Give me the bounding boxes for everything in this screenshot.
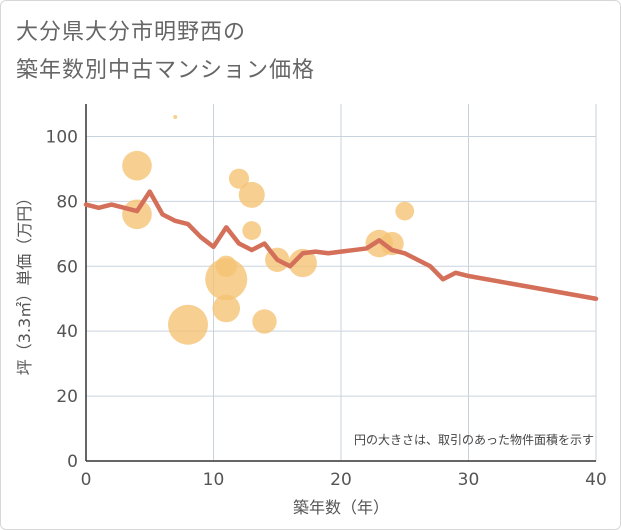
chart-title-line2: 築年数別中古マンション価格 bbox=[16, 58, 316, 83]
y-tick-label: 20 bbox=[56, 387, 78, 407]
data-bubble bbox=[167, 304, 209, 345]
x-axis-label: 築年数（年） bbox=[293, 498, 389, 517]
data-bubble bbox=[238, 181, 265, 208]
trend-line bbox=[83, 189, 599, 301]
data-bubble bbox=[395, 201, 415, 221]
data-bubble bbox=[173, 114, 178, 119]
x-tick-label: 20 bbox=[330, 470, 352, 490]
data-bubble bbox=[252, 309, 277, 334]
x-tick-label: 30 bbox=[458, 470, 480, 490]
y-axis-label: 坪（3.3㎡）単価（万円） bbox=[15, 190, 34, 375]
chart-note: 円の大きさは、取引のあった物件面積を示す bbox=[354, 432, 594, 447]
data-bubble bbox=[288, 248, 317, 278]
y-tick-label: 80 bbox=[56, 192, 78, 212]
x-tick-label: 40 bbox=[585, 470, 607, 490]
data-bubble bbox=[242, 221, 262, 240]
data-bubble bbox=[205, 258, 248, 301]
x-tick-label: 0 bbox=[81, 470, 92, 490]
data-bubble bbox=[122, 150, 152, 181]
x-tick-label: 10 bbox=[203, 470, 225, 490]
y-tick-label: 40 bbox=[56, 322, 78, 342]
y-tick-label: 0 bbox=[67, 452, 78, 472]
chart-title-line1: 大分県大分市明野西の bbox=[16, 20, 247, 45]
data-bubble bbox=[215, 255, 237, 277]
data-bubble bbox=[228, 168, 250, 189]
data-bubble bbox=[122, 199, 152, 230]
y-tick-label: 60 bbox=[56, 257, 78, 277]
data-bubble bbox=[212, 294, 241, 323]
y-tick-label: 100 bbox=[46, 127, 78, 147]
